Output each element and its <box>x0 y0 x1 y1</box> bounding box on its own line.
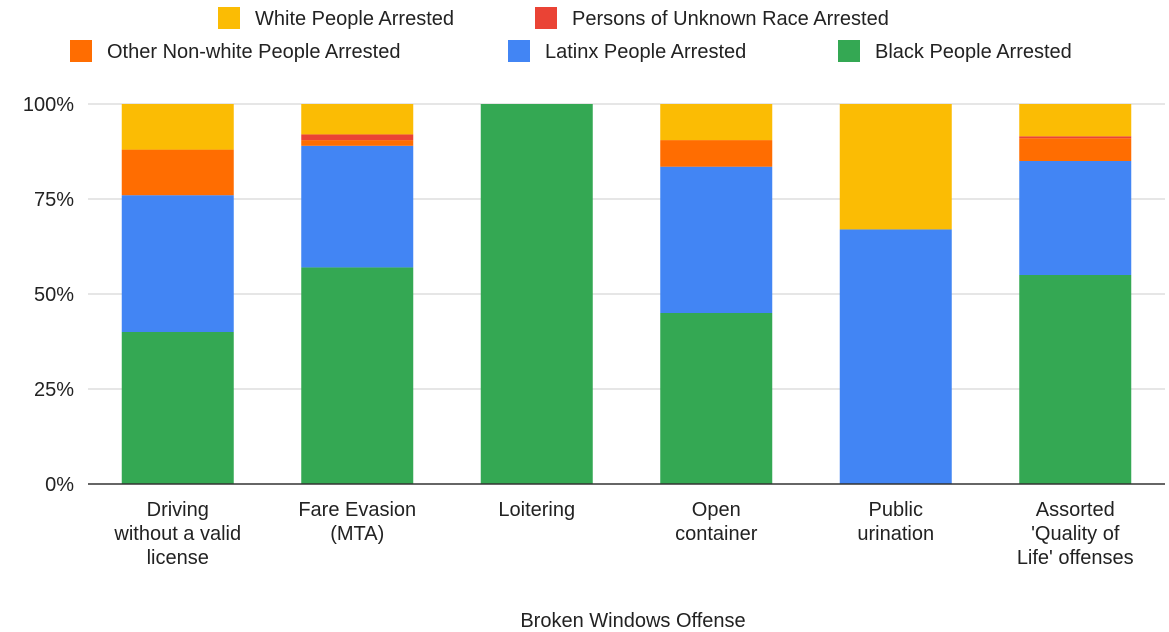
bar-latinx-people-arrested-driving-without-a-valid-license <box>121 195 234 332</box>
bar-white-people-arrested-fare-evasion-mta <box>301 104 414 135</box>
legend-label-persons-of-unknown-race-arrested: Persons of Unknown Race Arrested <box>572 8 889 30</box>
legend-swatch-white-people-arrested <box>218 7 240 29</box>
y-tick-label-75: 75% <box>34 189 74 211</box>
x-tick-label-loitering: Loitering <box>498 499 575 521</box>
axes: 0% 25% 50% 75% 100% Driving without a valid lic… <box>23 94 1165 569</box>
gridlines <box>88 103 1165 390</box>
bars <box>121 104 1132 484</box>
bar-other-non-white-people-arrested-fare-evasion-mta <box>301 140 414 146</box>
y-tick-label-0: 0% <box>45 474 74 496</box>
bar-white-people-arrested-assorted-quality-of-life-offenses <box>1019 104 1132 137</box>
bar-latinx-people-arrested-fare-evasion-mta <box>301 145 414 268</box>
bar-black-people-arrested-assorted-quality-of-life-offenses <box>1019 275 1132 484</box>
bar-black-people-arrested-loitering <box>480 104 593 484</box>
y-tick-label-25: 25% <box>34 379 74 401</box>
x-tick-label-public-urination: Public urination <box>857 499 934 545</box>
legend-swatch-latinx-people-arrested <box>508 40 530 62</box>
x-tick-label-open-container: Open container <box>675 499 758 545</box>
bar-black-people-arrested-fare-evasion-mta <box>301 267 414 484</box>
x-tick-label-fare-evasion-mta: Fare Evasion (MTA) <box>298 499 416 545</box>
bar-other-non-white-people-arrested-assorted-quality-of-life-offenses <box>1019 138 1132 161</box>
legend-label-black-people-arrested: Black People Arrested <box>875 41 1072 63</box>
bar-latinx-people-arrested-assorted-quality-of-life-offenses <box>1019 161 1132 275</box>
y-tick-label-100: 100% <box>23 94 74 116</box>
bar-black-people-arrested-open-container <box>660 313 773 484</box>
bar-black-people-arrested-driving-without-a-valid-license <box>121 332 234 484</box>
bar-latinx-people-arrested-public-urination <box>839 229 952 484</box>
legend-swatch-other-non-white-people-arrested <box>70 40 92 62</box>
legend-label-white-people-arrested: White People Arrested <box>255 8 454 30</box>
legend-label-latinx-people-arrested: Latinx People Arrested <box>545 41 746 63</box>
bar-white-people-arrested-driving-without-a-valid-license <box>121 104 234 150</box>
bar-persons-of-unknown-race-arrested-assorted-quality-of-life-offenses <box>1019 136 1132 139</box>
bar-latinx-people-arrested-open-container <box>660 166 773 313</box>
bar-white-people-arrested-public-urination <box>839 104 952 230</box>
x-tick-label-assorted-quality-of-life-offenses: Assorted 'Quality of Life' offenses <box>1017 499 1134 569</box>
legend-swatch-black-people-arrested <box>838 40 860 62</box>
y-tick-label-50: 50% <box>34 284 74 306</box>
legend: White People Arrested Persons of Unknown … <box>70 7 1072 63</box>
legend-label-other-non-white-people-arrested: Other Non-white People Arrested <box>107 41 401 63</box>
x-axis-title: Broken Windows Offense <box>520 610 745 632</box>
bar-white-people-arrested-open-container <box>660 104 773 141</box>
bar-persons-of-unknown-race-arrested-fare-evasion-mta <box>301 134 414 141</box>
legend-swatch-persons-of-unknown-race-arrested <box>535 7 557 29</box>
bar-other-non-white-people-arrested-driving-without-a-valid-license <box>121 149 234 196</box>
x-tick-label-driving-without-a-valid-license: Driving without a valid license <box>113 499 241 569</box>
bar-other-non-white-people-arrested-open-container <box>660 140 773 167</box>
